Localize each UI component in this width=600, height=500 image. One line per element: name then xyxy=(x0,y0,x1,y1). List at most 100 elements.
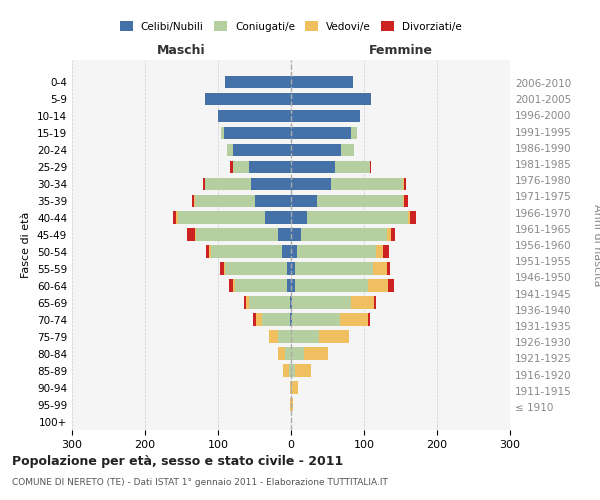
Bar xyxy=(278,228,291,241)
Bar xyxy=(292,381,298,394)
Bar xyxy=(404,194,408,207)
Y-axis label: Anni di nascita: Anni di nascita xyxy=(592,204,600,286)
Bar xyxy=(370,160,371,173)
Text: Popolazione per età, sesso e stato civile - 2011: Popolazione per età, sesso e stato civil… xyxy=(12,455,343,468)
Bar xyxy=(290,314,291,326)
Bar xyxy=(254,194,291,207)
Bar xyxy=(220,262,224,275)
Bar xyxy=(291,330,319,343)
Bar xyxy=(291,314,292,326)
Bar xyxy=(386,262,390,275)
Bar xyxy=(224,262,226,275)
Bar xyxy=(341,144,354,156)
Bar xyxy=(291,212,307,224)
Bar xyxy=(227,144,233,156)
Bar xyxy=(351,296,374,309)
Bar xyxy=(251,178,291,190)
Bar xyxy=(176,212,178,224)
Bar xyxy=(388,228,391,241)
Bar xyxy=(291,126,351,140)
Bar xyxy=(290,398,291,411)
Bar xyxy=(229,280,233,292)
Bar xyxy=(388,280,394,292)
Bar xyxy=(368,314,370,326)
Bar xyxy=(376,246,383,258)
Bar xyxy=(206,246,209,258)
Bar xyxy=(335,160,370,173)
Bar xyxy=(410,212,416,224)
Bar xyxy=(250,296,290,309)
Bar xyxy=(291,92,371,106)
Bar xyxy=(319,330,349,343)
Bar xyxy=(285,348,291,360)
Bar xyxy=(205,92,291,106)
Bar xyxy=(383,246,389,258)
Bar xyxy=(307,212,408,224)
Bar xyxy=(187,228,194,241)
Bar xyxy=(196,228,278,241)
Bar xyxy=(290,381,291,394)
Bar xyxy=(291,280,295,292)
Bar xyxy=(194,228,196,241)
Bar xyxy=(291,348,304,360)
Bar xyxy=(304,348,328,360)
Bar xyxy=(233,160,248,173)
Bar xyxy=(291,262,295,275)
Bar xyxy=(278,330,291,343)
Bar xyxy=(224,126,291,140)
Bar xyxy=(262,314,290,326)
Bar xyxy=(265,212,291,224)
Bar xyxy=(287,262,291,275)
Text: COMUNE DI NERETO (TE) - Dati ISTAT 1° gennaio 2011 - Elaborazione TUTTITALIA.IT: COMUNE DI NERETO (TE) - Dati ISTAT 1° ge… xyxy=(12,478,388,487)
Bar xyxy=(235,280,287,292)
Bar xyxy=(403,178,404,190)
Bar xyxy=(233,144,291,156)
Bar xyxy=(221,126,224,140)
Bar xyxy=(211,246,282,258)
Bar xyxy=(226,76,291,88)
Bar xyxy=(218,110,291,122)
Bar xyxy=(291,296,292,309)
Bar xyxy=(297,246,376,258)
Bar xyxy=(404,178,406,190)
Bar xyxy=(403,194,404,207)
Bar xyxy=(205,178,251,190)
Bar xyxy=(351,126,356,140)
Bar xyxy=(291,228,301,241)
Bar xyxy=(295,262,373,275)
Legend: Celibi/Nubili, Coniugati/e, Vedovi/e, Divorziati/e: Celibi/Nubili, Coniugati/e, Vedovi/e, Di… xyxy=(116,17,466,36)
Bar xyxy=(295,364,311,377)
Bar xyxy=(374,296,376,309)
Bar xyxy=(292,296,351,309)
Bar xyxy=(291,194,317,207)
Bar xyxy=(290,296,291,309)
Bar xyxy=(244,296,246,309)
Bar xyxy=(173,212,176,224)
Bar xyxy=(256,314,262,326)
Bar xyxy=(178,212,265,224)
Bar xyxy=(291,178,331,190)
Bar xyxy=(283,364,289,377)
Bar xyxy=(291,144,341,156)
Bar xyxy=(391,228,395,241)
Bar xyxy=(295,280,368,292)
Bar xyxy=(291,246,297,258)
Bar xyxy=(282,246,291,258)
Text: Femmine: Femmine xyxy=(368,44,433,57)
Bar xyxy=(253,314,256,326)
Bar xyxy=(373,262,386,275)
Bar xyxy=(287,280,291,292)
Bar xyxy=(408,212,410,224)
Bar xyxy=(209,246,211,258)
Text: Maschi: Maschi xyxy=(157,44,206,57)
Bar xyxy=(278,348,285,360)
Bar xyxy=(291,381,292,394)
Bar xyxy=(291,110,361,122)
Bar xyxy=(292,314,340,326)
Bar xyxy=(233,280,235,292)
Bar xyxy=(226,262,287,275)
Bar xyxy=(317,194,403,207)
Bar xyxy=(230,160,233,173)
Bar xyxy=(194,194,254,207)
Bar xyxy=(291,364,295,377)
